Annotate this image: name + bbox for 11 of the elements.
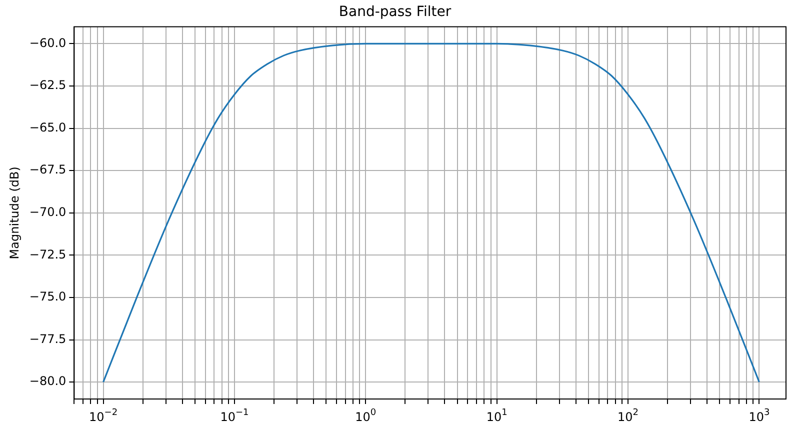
y-axis-title: Magnitude (dB) (7, 166, 22, 260)
y-tick-label: −60.0 (29, 36, 66, 50)
y-tick-label: −75.0 (29, 290, 66, 304)
y-tick-label: −62.5 (29, 78, 66, 92)
y-tick-label: −67.5 (29, 162, 66, 177)
y-tick-label: −77.5 (29, 332, 66, 346)
y-tick-label: −80.0 (29, 374, 66, 388)
y-tick-label: −72.5 (29, 247, 66, 262)
y-tick-label: −65.0 (29, 120, 66, 134)
chart-title: Band-pass Filter (338, 4, 452, 20)
y-tick-label: −70.0 (29, 205, 66, 220)
